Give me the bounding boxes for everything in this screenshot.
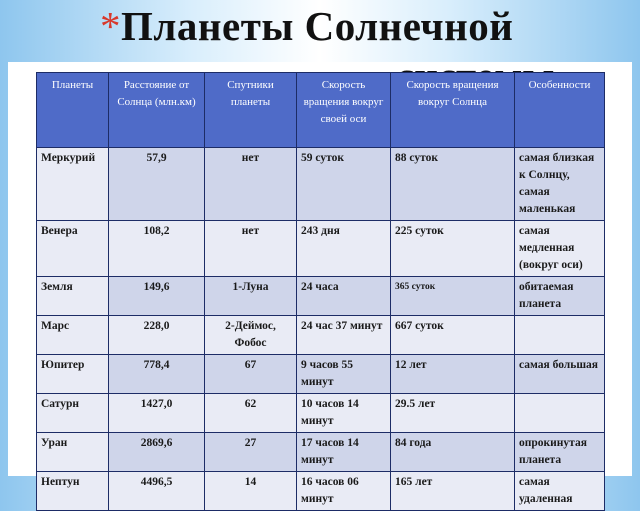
cell-orbit: 225 суток xyxy=(390,220,515,277)
cell-satellites: 62 xyxy=(204,393,297,433)
cell-satellites: нет xyxy=(204,220,297,277)
cell-satellites: 14 xyxy=(204,471,297,511)
cell-orbit: 365 суток xyxy=(390,276,515,316)
cell-distance: 57,9 xyxy=(108,147,205,221)
cell-orbit: 84 года xyxy=(390,432,515,472)
cell-features: самая большая xyxy=(514,354,605,394)
cell-planet: Сатурн xyxy=(36,393,109,433)
cell-planet: Марс xyxy=(36,315,109,355)
cell-orbit: 88 суток xyxy=(390,147,515,221)
header-planets: Планеты xyxy=(36,72,109,148)
cell-rotation: 243 дня xyxy=(296,220,391,277)
planets-table: Планеты Расстояние от Солнца (млн.км) Сп… xyxy=(36,72,605,511)
header-orbit: Скорость вращения вокруг Солнца xyxy=(390,72,515,148)
cell-features: самая удаленная xyxy=(514,471,605,511)
cell-planet: Уран xyxy=(36,432,109,472)
cell-planet: Венера xyxy=(36,220,109,277)
table-row: Меркурий 57,9 нет 59 суток 88 суток самая бли… xyxy=(36,147,605,221)
cell-orbit: 12 лет xyxy=(390,354,515,394)
cell-distance: 1427,0 xyxy=(108,393,205,433)
table-row: Юпитер 778,4 67 9 часов 55 минут 12 лет самая… xyxy=(36,354,605,394)
slide-title: *Планеты Солнечной xyxy=(100,2,513,50)
table-row: Нептун 4496,5 14 16 часов 06 минут 165 лет са… xyxy=(36,471,605,511)
cell-orbit: 667 суток xyxy=(390,315,515,355)
cell-distance: 228,0 xyxy=(108,315,205,355)
cell-satellites: 67 xyxy=(204,354,297,394)
title-line1: Планеты Солнечной xyxy=(121,3,514,49)
cell-rotation: 16 часов 06 минут xyxy=(296,471,391,511)
cell-planet: Нептун xyxy=(36,471,109,511)
cell-features: опрокинутая планета xyxy=(514,432,605,472)
header-features: Особенности xyxy=(514,72,605,148)
cell-rotation: 9 часов 55 минут xyxy=(296,354,391,394)
cell-planet: Меркурий xyxy=(36,147,109,221)
cell-satellites: 27 xyxy=(204,432,297,472)
star-bullet: * xyxy=(100,3,121,49)
cell-distance: 2869,6 xyxy=(108,432,205,472)
cell-features xyxy=(514,315,605,355)
cell-rotation: 10 часов 14 минут xyxy=(296,393,391,433)
cell-satellites: 1-Луна xyxy=(204,276,297,316)
header-rotation: Скорость вращения вокруг своей оси xyxy=(296,72,391,148)
cell-orbit: 29.5 лет xyxy=(390,393,515,433)
header-distance: Расстояние от Солнца (млн.км) xyxy=(108,72,205,148)
title-line2: системы xyxy=(396,52,554,72)
cell-features xyxy=(514,393,605,433)
cell-rotation: 59 суток xyxy=(296,147,391,221)
cell-rotation: 17 часов 14 минут xyxy=(296,432,391,472)
cell-orbit: 165 лет xyxy=(390,471,515,511)
cell-distance: 108,2 xyxy=(108,220,205,277)
table-row: Уран 2869,6 27 17 часов 14 минут 84 года опро… xyxy=(36,432,605,472)
cell-distance: 149,6 xyxy=(108,276,205,316)
cell-planet: Юпитер xyxy=(36,354,109,394)
cell-distance: 4496,5 xyxy=(108,471,205,511)
cell-rotation: 24 час 37 минут xyxy=(296,315,391,355)
table-row: Сатурн 1427,0 62 10 часов 14 минут 29.5 лет xyxy=(36,393,605,433)
cell-features: обитаемая планета xyxy=(514,276,605,316)
cell-planet: Земля xyxy=(36,276,109,316)
cell-features: самая близкая к Солнцу, самая маленькая xyxy=(514,147,605,221)
cell-satellites: нет xyxy=(204,147,297,221)
cell-distance: 778,4 xyxy=(108,354,205,394)
cell-features: самая медленная (вокруг оси) xyxy=(514,220,605,277)
table-row: Земля 149,6 1-Луна 24 часа 365 суток обитаема… xyxy=(36,276,605,316)
header-satellites: Спутники планеты xyxy=(204,72,297,148)
table-row: Венера 108,2 нет 243 дня 225 суток самая медл… xyxy=(36,220,605,277)
table-row: Марс 228,0 2-Деймос, Фобос 24 час 37 минут 6… xyxy=(36,315,605,355)
cell-satellites: 2-Деймос, Фобос xyxy=(204,315,297,355)
cell-rotation: 24 часа xyxy=(296,276,391,316)
header-row: Планеты Расстояние от Солнца (млн.км) Сп… xyxy=(36,72,605,148)
